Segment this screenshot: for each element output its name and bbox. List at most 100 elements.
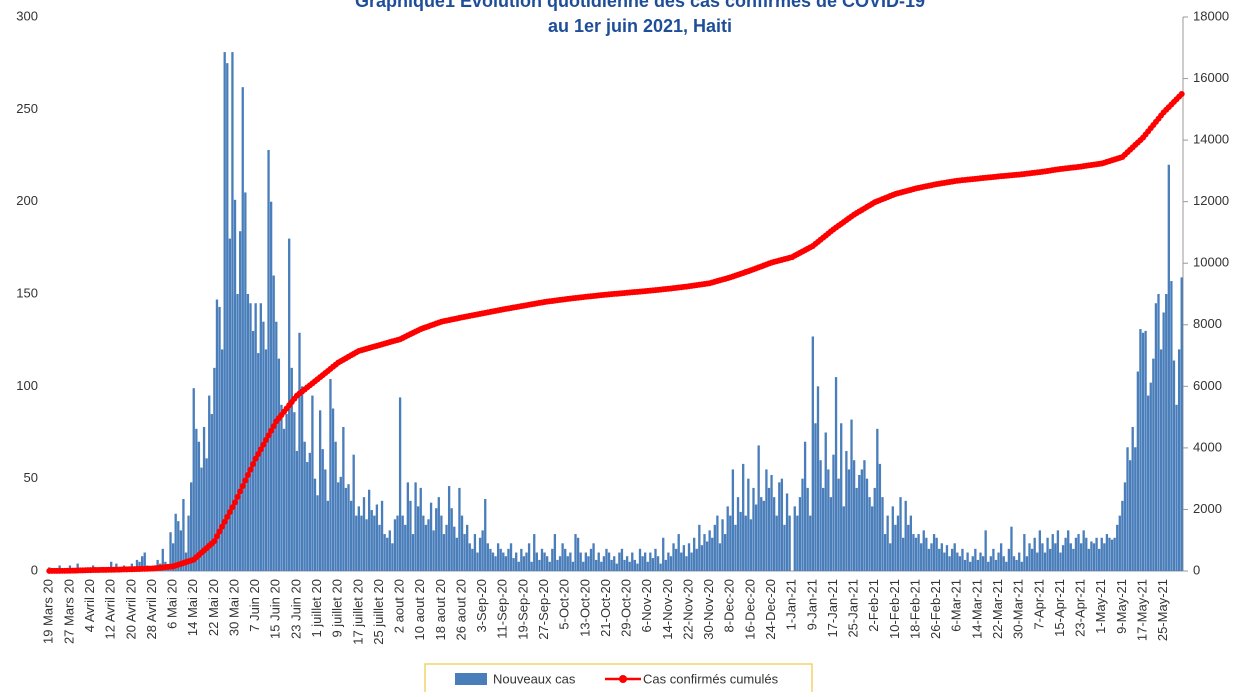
bar — [435, 508, 438, 571]
bar — [994, 559, 998, 571]
bar — [404, 524, 407, 571]
bar — [223, 52, 226, 571]
bar — [1018, 552, 1021, 571]
x-tick-label: 14-Mar-21 — [969, 579, 984, 639]
bar — [850, 419, 853, 571]
x-tick-label: 29-Oct-20 — [619, 579, 634, 637]
bar — [197, 441, 201, 571]
bar — [974, 548, 977, 571]
bar — [329, 378, 332, 571]
bar — [770, 474, 773, 571]
x-tick-label: 1-Jan-21 — [784, 579, 799, 630]
x-tick-label: 14 Mai 20 — [185, 579, 200, 636]
bar — [515, 552, 518, 571]
bar — [388, 530, 391, 571]
bar — [669, 556, 673, 571]
x-tick-label: 3-Sep-20 — [474, 579, 489, 632]
bar — [914, 537, 918, 571]
bar — [775, 515, 778, 571]
bar — [723, 534, 727, 571]
x-tick-label: 17-May-21 — [1134, 579, 1149, 641]
bar — [540, 548, 544, 571]
bar — [579, 552, 582, 571]
bar — [169, 532, 172, 571]
bar — [564, 548, 567, 571]
legend-label: Cas confirmés cumulés — [643, 671, 779, 686]
bar — [582, 561, 585, 571]
bar — [251, 330, 255, 571]
bar — [705, 541, 709, 571]
bar — [110, 561, 113, 571]
bar — [649, 552, 652, 571]
bar — [527, 543, 531, 571]
bar — [308, 452, 311, 571]
y2-tick-label: 12000 — [1193, 193, 1229, 208]
bar — [824, 432, 827, 571]
bar — [259, 303, 262, 571]
bar — [760, 497, 763, 571]
bar — [816, 386, 820, 571]
bar — [489, 548, 492, 571]
x-tick-label: 12 Avril 20 — [103, 579, 118, 639]
bar — [398, 397, 402, 571]
bar — [571, 561, 575, 571]
bar — [177, 521, 180, 571]
bar — [481, 530, 484, 571]
bar — [1177, 349, 1181, 571]
y2-tick-label: 18000 — [1193, 8, 1229, 23]
bar — [811, 336, 814, 571]
bar — [889, 543, 892, 571]
bar — [1012, 556, 1016, 571]
bar — [618, 552, 621, 571]
bar — [285, 414, 288, 571]
bar — [713, 524, 716, 571]
x-tick-label: 26-Feb-21 — [928, 579, 943, 639]
bar — [205, 458, 208, 571]
bar — [417, 506, 420, 571]
bar — [254, 303, 257, 571]
bar — [801, 478, 804, 571]
bar — [76, 563, 79, 571]
line-marker — [229, 504, 236, 511]
bar — [651, 558, 655, 571]
bar — [615, 563, 618, 571]
bar — [1175, 404, 1178, 571]
line-marker — [265, 432, 272, 439]
x-tick-label: 30-Mar-21 — [1011, 579, 1026, 639]
bar — [636, 563, 639, 571]
bar — [210, 414, 213, 571]
bar — [208, 395, 211, 571]
bar — [796, 515, 799, 571]
bar — [393, 519, 397, 571]
bar — [269, 201, 273, 571]
bar — [538, 559, 541, 571]
chart-title: Graphique1 Evolution quotidienne des cas… — [355, 0, 925, 11]
bar — [863, 460, 866, 571]
bar — [306, 462, 309, 571]
bar — [920, 543, 923, 571]
bar — [698, 524, 701, 571]
x-tick-label: 10-Feb-21 — [887, 579, 902, 639]
bar — [522, 556, 526, 571]
bar — [455, 537, 459, 571]
y2-tick-label: 10000 — [1193, 255, 1229, 270]
bar — [674, 548, 678, 571]
bar — [1020, 561, 1023, 571]
bar — [1002, 556, 1005, 571]
bar — [721, 519, 724, 571]
line-marker — [216, 528, 223, 535]
bar — [999, 543, 1003, 571]
bar — [1141, 332, 1145, 571]
line-marker — [234, 493, 241, 500]
bar — [793, 506, 796, 571]
bar — [171, 543, 175, 571]
bar — [754, 504, 758, 571]
y-tick-label: 300 — [16, 8, 38, 23]
bar — [1010, 526, 1013, 571]
bar — [886, 515, 889, 571]
x-tick-label: 6 Mai 20 — [165, 579, 180, 629]
bar — [401, 515, 404, 571]
line-marker — [232, 499, 239, 506]
bar — [282, 428, 286, 571]
